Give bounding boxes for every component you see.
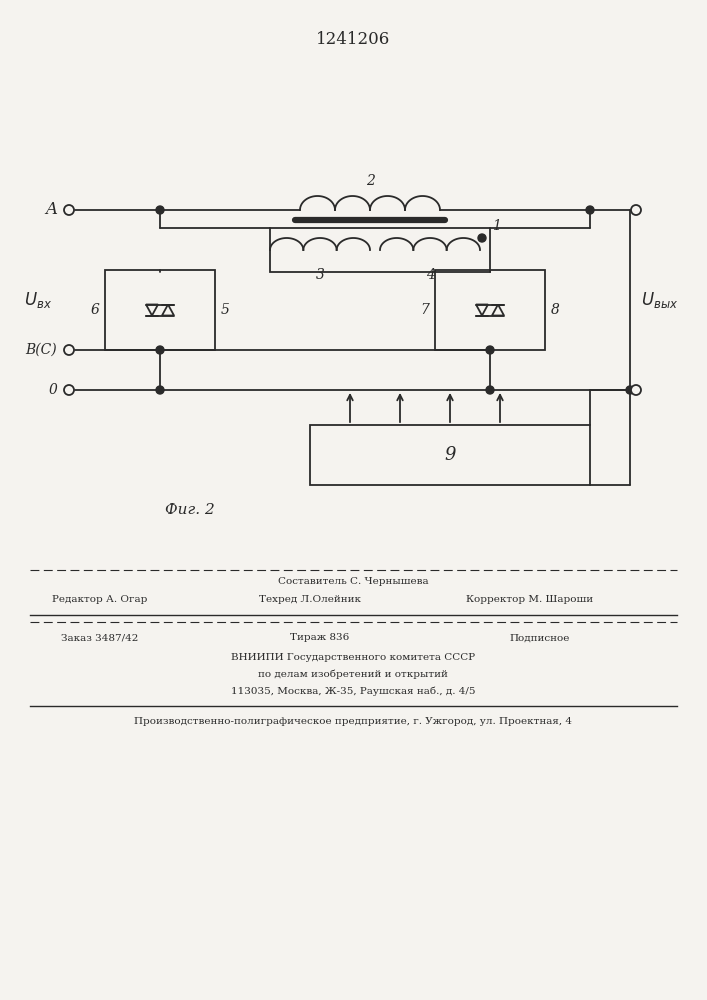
Bar xyxy=(270,228,490,272)
Circle shape xyxy=(631,385,641,395)
Text: 7: 7 xyxy=(420,303,429,317)
Circle shape xyxy=(64,205,74,215)
Text: Техред Л.Олейник: Техред Л.Олейник xyxy=(259,595,361,604)
Text: A: A xyxy=(45,202,57,219)
Text: 2: 2 xyxy=(366,174,375,188)
Circle shape xyxy=(586,206,594,214)
Circle shape xyxy=(486,386,494,394)
Circle shape xyxy=(156,206,164,214)
Text: по делам изобретений и открытий: по делам изобретений и открытий xyxy=(258,669,448,679)
Circle shape xyxy=(486,346,494,354)
Text: Заказ 3487/42: Заказ 3487/42 xyxy=(62,634,139,643)
Circle shape xyxy=(64,385,74,395)
Circle shape xyxy=(626,386,634,394)
Text: Составитель С. Чернышева: Составитель С. Чернышева xyxy=(278,578,428,586)
Bar xyxy=(310,425,590,485)
Text: 113035, Москва, Ж-35, Раушская наб., д. 4/5: 113035, Москва, Ж-35, Раушская наб., д. … xyxy=(230,686,475,696)
Text: B(C): B(C) xyxy=(25,343,57,357)
Text: Производственно-полиграфическое предприятие, г. Ужгород, ул. Проектная, 4: Производственно-полиграфическое предприя… xyxy=(134,718,572,726)
Text: 4: 4 xyxy=(426,268,434,282)
Text: $U_{вх}$: $U_{вх}$ xyxy=(24,290,52,310)
Text: 3: 3 xyxy=(315,268,325,282)
Text: 0: 0 xyxy=(48,383,57,397)
Text: Фиг. 2: Фиг. 2 xyxy=(165,503,215,517)
Text: Редактор А. Огар: Редактор А. Огар xyxy=(52,595,148,604)
Circle shape xyxy=(156,386,164,394)
Text: 5: 5 xyxy=(221,303,230,317)
Circle shape xyxy=(64,345,74,355)
Text: 1241206: 1241206 xyxy=(316,31,390,48)
Text: Подписное: Подписное xyxy=(510,634,570,643)
Circle shape xyxy=(156,346,164,354)
Circle shape xyxy=(478,234,486,242)
Text: Корректор М. Шароши: Корректор М. Шароши xyxy=(467,595,594,604)
Text: ВНИИПИ Государственного комитета СССР: ВНИИПИ Государственного комитета СССР xyxy=(231,652,475,662)
Bar xyxy=(105,270,215,350)
Text: 1: 1 xyxy=(492,219,501,233)
Text: 8: 8 xyxy=(551,303,560,317)
Text: 9: 9 xyxy=(444,446,456,464)
Text: 6: 6 xyxy=(90,303,99,317)
Text: $U_{вых}$: $U_{вых}$ xyxy=(641,290,679,310)
Text: Тираж 836: Тираж 836 xyxy=(291,634,350,643)
Bar xyxy=(435,270,545,350)
Circle shape xyxy=(631,205,641,215)
